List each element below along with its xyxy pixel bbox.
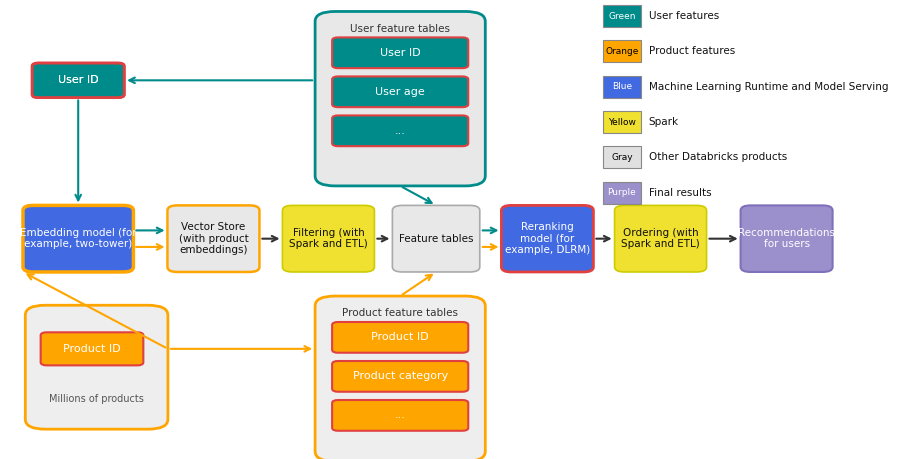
Text: Feature tables: Feature tables <box>399 234 472 244</box>
FancyBboxPatch shape <box>332 76 468 107</box>
Text: Embedding model (for
example, two-tower): Embedding model (for example, two-tower) <box>20 228 136 250</box>
FancyBboxPatch shape <box>392 206 480 272</box>
FancyBboxPatch shape <box>26 305 168 429</box>
FancyBboxPatch shape <box>314 296 485 459</box>
Text: Purple: Purple <box>607 188 636 197</box>
FancyBboxPatch shape <box>332 322 468 353</box>
Text: Ordering (with
Spark and ETL): Ordering (with Spark and ETL) <box>620 228 699 250</box>
FancyBboxPatch shape <box>314 11 485 186</box>
Text: Gray: Gray <box>610 153 632 162</box>
Text: Reranking
model (for
example, DLRM): Reranking model (for example, DLRM) <box>505 222 589 255</box>
Text: Other Databricks products: Other Databricks products <box>648 152 786 162</box>
FancyBboxPatch shape <box>332 115 468 146</box>
Text: User feature tables: User feature tables <box>350 24 449 34</box>
FancyBboxPatch shape <box>740 206 832 272</box>
Text: ...: ... <box>394 410 405 420</box>
Text: Blue: Blue <box>611 82 631 91</box>
Text: ...: ... <box>394 126 405 136</box>
FancyBboxPatch shape <box>614 206 706 272</box>
Bar <box>602 111 641 133</box>
Text: Spark: Spark <box>648 117 678 127</box>
Bar <box>602 146 641 168</box>
Text: User ID: User ID <box>380 48 420 58</box>
FancyBboxPatch shape <box>282 206 374 272</box>
FancyBboxPatch shape <box>40 332 143 365</box>
Text: Filtering (with
Spark and ETL): Filtering (with Spark and ETL) <box>289 228 368 250</box>
Text: Green: Green <box>607 11 635 21</box>
Text: User features: User features <box>648 11 718 21</box>
Text: Recommendations
for users: Recommendations for users <box>737 228 834 250</box>
Text: User ID: User ID <box>58 75 98 85</box>
Bar <box>602 40 641 62</box>
Text: User age: User age <box>375 87 425 97</box>
Text: Vector Store
(with product
embeddings): Vector Store (with product embeddings) <box>178 222 248 255</box>
Text: Product ID: Product ID <box>371 332 428 342</box>
Bar <box>602 5 641 27</box>
FancyBboxPatch shape <box>332 400 468 431</box>
Bar <box>602 76 641 98</box>
FancyBboxPatch shape <box>332 37 468 68</box>
Bar <box>602 182 641 204</box>
Text: Product feature tables: Product feature tables <box>342 308 458 319</box>
FancyBboxPatch shape <box>32 63 124 97</box>
FancyBboxPatch shape <box>501 206 593 272</box>
Text: Product features: Product features <box>648 46 734 56</box>
FancyBboxPatch shape <box>332 361 468 392</box>
Text: Product ID: Product ID <box>63 344 120 354</box>
Text: Final results: Final results <box>648 188 710 198</box>
Text: Product category: Product category <box>352 371 448 381</box>
Text: Yellow: Yellow <box>607 118 635 127</box>
FancyBboxPatch shape <box>32 63 124 97</box>
Text: User ID: User ID <box>58 75 98 85</box>
FancyBboxPatch shape <box>23 206 133 272</box>
Text: Machine Learning Runtime and Model Serving: Machine Learning Runtime and Model Servi… <box>648 82 887 92</box>
Text: Orange: Orange <box>605 47 638 56</box>
FancyBboxPatch shape <box>167 206 259 272</box>
Text: Millions of products: Millions of products <box>49 394 144 404</box>
